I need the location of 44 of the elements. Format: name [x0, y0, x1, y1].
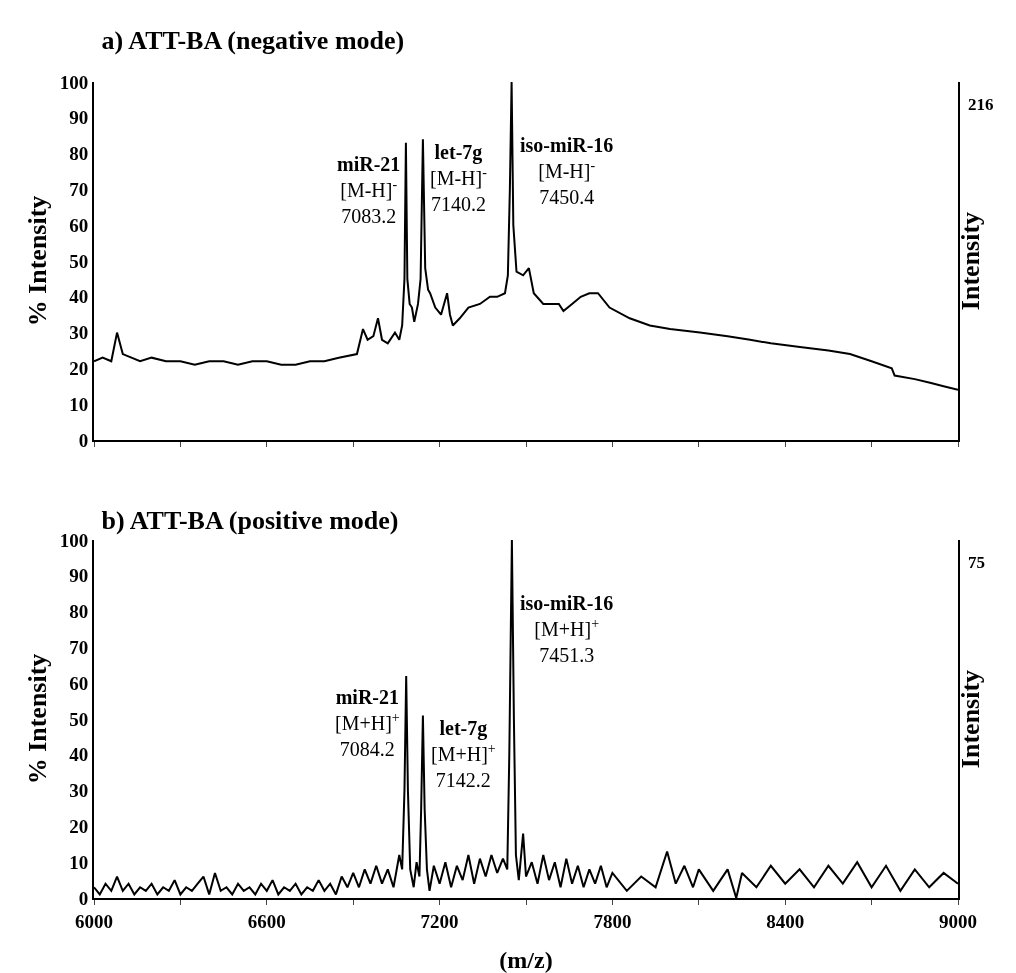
y-tick-label: 40	[69, 744, 89, 766]
x-tick-label: 9000	[939, 910, 977, 932]
y-tick-label: 100	[59, 529, 89, 551]
y-tick-label: 70	[69, 637, 89, 659]
y-tick-label: 50	[69, 250, 89, 272]
x-tick-label: 6000	[75, 910, 113, 932]
text: 75	[968, 553, 985, 572]
annotation: let-7g [M-H]$^{-}$ 7140.2	[430, 141, 488, 215]
y-tick-label: 80	[69, 601, 89, 623]
y-tick-label: 30	[69, 322, 89, 344]
y-tick-label: 20	[69, 816, 89, 838]
y-tick-label: 30	[69, 780, 89, 802]
chart-title: a) ATT-BA (negative mode)	[101, 26, 405, 56]
y-tick-label: 10	[69, 393, 89, 415]
annotation: let-7g [M+H]$^{+}$ 7142.2	[431, 717, 496, 791]
y-tick-label: 60	[69, 214, 89, 236]
x-tick-label: 6600	[247, 910, 286, 932]
annotation: iso-miR-16 [M+H]$^{+}$ 7451.3	[520, 592, 614, 666]
y-axis-title: % Intensity	[22, 653, 52, 785]
y-tick-label: 100	[59, 71, 89, 93]
chart-title: b) ATT-BA (positive mode)	[101, 506, 399, 536]
y-tick-label: 0	[78, 887, 89, 909]
x-axis-title: (m/z)	[499, 946, 553, 973]
y-tick-label: 10	[69, 851, 89, 873]
y-tick-label: 60	[69, 672, 89, 694]
annotation: miR-21 [M-H]$^{-}$ 7083.2	[337, 153, 401, 227]
y-tick-label: 90	[69, 107, 89, 129]
y2-axis-title: Intensity	[956, 211, 986, 311]
y-tick-label: 40	[69, 286, 89, 308]
x-tick-label: 7200	[420, 910, 459, 932]
x-tick-label: 8400	[766, 910, 805, 932]
y-tick-label: 20	[69, 358, 89, 380]
annotation: iso-miR-16 [M-H]$^{-}$ 7450.4	[520, 134, 614, 208]
y-tick-label: 0	[78, 429, 89, 451]
annotation: miR-21 [M+H]$^{+}$ 7084.2	[335, 686, 400, 760]
y-tick-label: 90	[69, 565, 89, 587]
y-axis-title: % Intensity	[22, 195, 52, 327]
y-tick-label: 50	[69, 708, 89, 730]
text: 216	[968, 95, 994, 114]
line-series	[94, 540, 958, 898]
y-tick-label: 80	[69, 143, 89, 165]
y2-axis-title: Intensity	[956, 669, 986, 769]
y-tick-label: 70	[69, 179, 89, 201]
x-tick-label: 7800	[593, 910, 632, 932]
